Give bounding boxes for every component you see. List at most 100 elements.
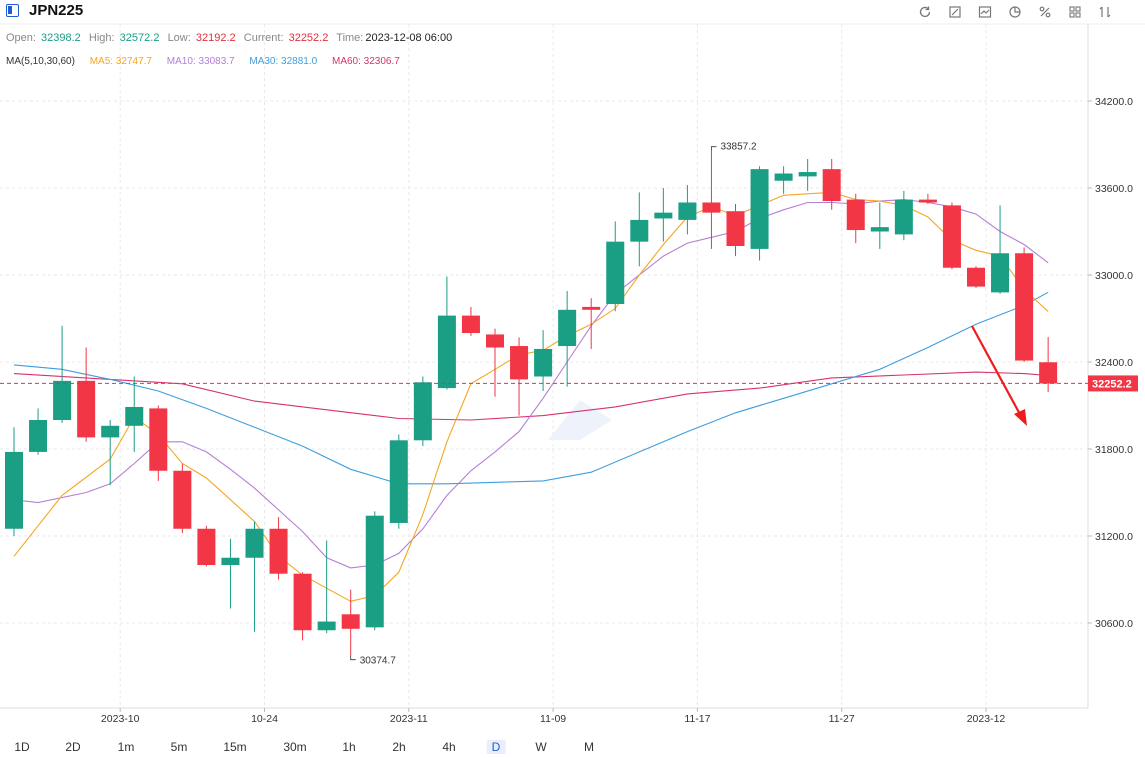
ma30-line — [13, 291, 1049, 485]
timeframe-w[interactable]: W — [535, 740, 547, 754]
current-price-tag — [1088, 375, 1138, 392]
candle-body[interactable] — [269, 528, 288, 574]
candle-body[interactable] — [365, 515, 384, 628]
candle-body[interactable] — [53, 380, 72, 420]
current-label: Current: — [243, 32, 284, 44]
chart-logo-icon — [6, 4, 19, 17]
timeframe-1h[interactable]: 1h — [342, 740, 356, 754]
ma60-legend: MA60: 32306.7 — [331, 56, 400, 67]
candle-body[interactable] — [750, 169, 769, 249]
candle-body[interactable] — [558, 309, 577, 347]
candle-body[interactable] — [173, 470, 192, 529]
candle-body[interactable] — [5, 451, 23, 529]
candle-body[interactable] — [534, 348, 553, 377]
candle-body[interactable] — [582, 306, 601, 310]
ma60-line — [13, 371, 1049, 421]
ohlc-info: Open: 32398.2 High: 32572.2 Low: 32192.2… — [6, 32, 454, 44]
pie-icon[interactable] — [1005, 3, 1025, 21]
candle-body[interactable] — [894, 199, 913, 235]
candle-body[interactable] — [918, 199, 937, 203]
candle-body[interactable] — [149, 408, 168, 471]
candle-body[interactable] — [221, 557, 240, 565]
high-marker — [711, 146, 717, 151]
timeframe-30m[interactable]: 30m — [283, 740, 307, 754]
high-label: 33857.2 — [720, 142, 757, 153]
watermark-icon — [548, 400, 612, 440]
y-tick-label: 30600.0 — [1095, 618, 1133, 630]
refresh-icon[interactable] — [915, 3, 935, 21]
candle-body[interactable] — [630, 219, 649, 242]
timeframe-bar: 1D 2D 1m 5m 15m 30m 1h 2h 4h D W M — [0, 736, 1145, 758]
candle-body[interactable] — [437, 315, 456, 389]
candle-body[interactable] — [967, 267, 985, 287]
candle-body[interactable] — [798, 172, 817, 177]
low-marker — [350, 655, 356, 661]
timeframe-d[interactable]: D — [486, 740, 506, 754]
candle-body[interactable] — [389, 440, 408, 523]
candle-body[interactable] — [606, 241, 625, 304]
timeframe-2h[interactable]: 2h — [392, 740, 406, 754]
time-value: 2023-12-08 06:00 — [365, 32, 453, 44]
x-tick-label: 2023-12 — [967, 713, 1006, 725]
candle-body[interactable] — [702, 202, 721, 213]
current-price-label: 32252.2 — [1092, 378, 1132, 390]
trend-arrow-line — [971, 325, 1023, 419]
ma-legend: MA(5,10,30,60) MA5: 32747.7 MA10: 33083.… — [6, 56, 412, 67]
low-label: Low: — [167, 32, 191, 44]
timeframe-15m[interactable]: 15m — [223, 740, 247, 754]
ma10-legend: MA10: 33083.7 — [166, 56, 235, 67]
y-tick-label: 34200.0 — [1095, 96, 1133, 108]
x-tick-label: 2023-10 — [101, 713, 140, 725]
candle-body[interactable] — [317, 621, 336, 631]
high-label: High: — [88, 32, 115, 44]
open-label: Open: — [6, 32, 36, 44]
draw-icon[interactable] — [945, 3, 965, 21]
high-value: 32572.2 — [119, 32, 160, 44]
timeframe-5m[interactable]: 5m — [170, 740, 188, 754]
ma30-legend: MA30: 32881.0 — [249, 56, 318, 67]
timeframe-2d[interactable]: 2D — [65, 740, 81, 754]
percent-icon[interactable] — [1035, 3, 1055, 21]
x-tick-label: 11-09 — [540, 713, 566, 725]
candle-body[interactable] — [101, 425, 120, 438]
candle-body[interactable] — [1015, 253, 1034, 361]
top-bar: JPN225 — [0, 0, 1145, 24]
ma-legend-label: MA(5,10,30,60) — [6, 56, 75, 67]
low-label: 30374.7 — [360, 656, 397, 667]
y-tick-label: 32400.0 — [1095, 357, 1133, 369]
timeframe-m[interactable]: M — [584, 740, 594, 754]
candle-body[interactable] — [510, 346, 529, 380]
compare-icon[interactable] — [1095, 3, 1115, 21]
timeframe-1m[interactable]: 1m — [117, 740, 135, 754]
candle-body[interactable] — [726, 211, 745, 246]
candle-body[interactable] — [654, 212, 673, 219]
candle-body[interactable] — [678, 202, 697, 220]
timeframe-4h[interactable]: 4h — [442, 740, 456, 754]
candle-body[interactable] — [341, 614, 360, 629]
chart-style-icon[interactable] — [975, 3, 995, 21]
candle-body[interactable] — [774, 173, 793, 181]
candle-body[interactable] — [245, 528, 264, 558]
layout-icon[interactable] — [1065, 3, 1085, 21]
candle-body[interactable] — [293, 573, 312, 631]
candle-body[interactable] — [991, 253, 1010, 293]
candle-body[interactable] — [942, 205, 961, 268]
candle-body[interactable] — [197, 528, 216, 565]
y-tick-label: 33000.0 — [1095, 270, 1133, 282]
timeframe-1d[interactable]: 1D — [14, 740, 30, 754]
candle-body[interactable] — [125, 406, 144, 426]
candle-body[interactable] — [486, 334, 504, 348]
x-tick-label: 10-24 — [251, 713, 278, 725]
ma5-legend: MA5: 32747.7 — [89, 56, 152, 67]
candle-body[interactable] — [870, 227, 889, 232]
toolbar — [915, 3, 1115, 21]
candle-body[interactable] — [29, 420, 48, 452]
x-tick-label: 11-27 — [829, 713, 855, 725]
candle-body[interactable] — [413, 382, 432, 441]
candle-body[interactable] — [77, 380, 96, 438]
candle-body[interactable] — [846, 199, 865, 231]
candle-body[interactable] — [822, 169, 841, 202]
candle-body[interactable] — [461, 315, 480, 333]
candle-body[interactable] — [1039, 362, 1058, 384]
